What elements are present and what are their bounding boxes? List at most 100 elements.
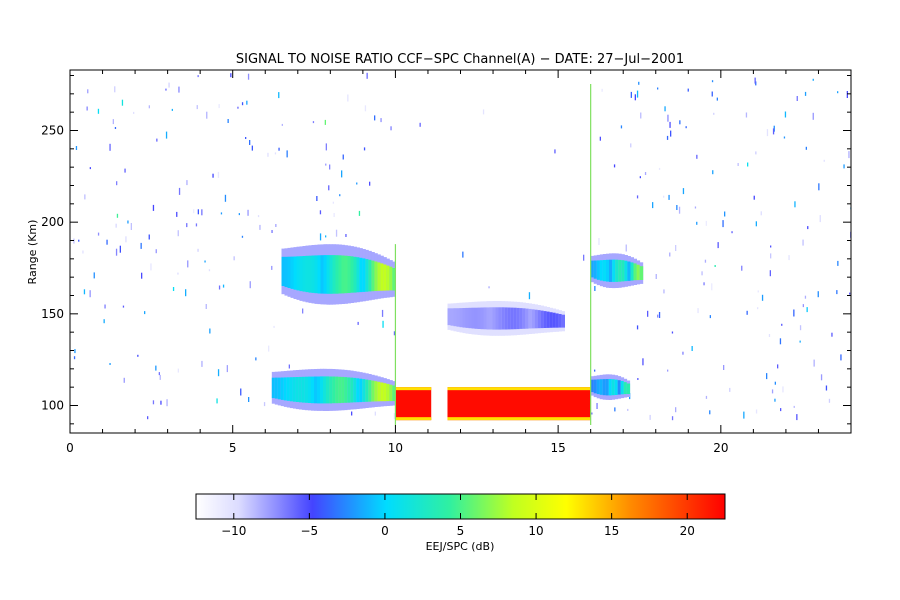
noise-speckle [711,283,713,291]
noise-speckle [341,170,343,178]
echo-cell-core [630,262,634,281]
noise-speckle [667,114,669,122]
noise-speckle [774,398,776,402]
noise-speckle [649,414,651,420]
upper-echo-right [590,253,644,289]
noise-speckle [356,182,358,185]
echo-cell-core [341,255,345,294]
noise-speckle [745,112,748,118]
noise-speckle [658,167,661,170]
noise-speckle [89,290,91,298]
noise-speckle [691,346,693,351]
noise-speckle [268,345,270,352]
noise-speckle [227,119,229,123]
noise-speckle [784,111,787,118]
noise-speckle [133,111,135,114]
echo-cell-core [386,265,390,291]
noise-speckle [166,399,168,407]
echo-cell-core [326,376,330,404]
noise-speckle [828,398,831,403]
noise-speckle [241,235,244,238]
noise-speckle [682,351,684,355]
echo-cell-core [609,259,613,282]
noise-speckle [462,251,464,258]
echo-cell-core [344,377,348,403]
noise-speckle [670,130,672,137]
echo-cell-core [507,307,511,330]
noise-speckle [817,291,819,298]
noise-speckle [347,94,349,102]
colorbar-tick-label: 10 [528,524,543,538]
noise-speckle [837,260,839,266]
noise-speckle [75,146,78,150]
echo-cell-core [329,376,333,404]
echo-cell-core [365,379,369,402]
noise-speckle [328,185,330,191]
noise-speckle [155,249,157,254]
noise-speckle [819,215,821,223]
noise-speckle [679,120,681,125]
noise-speckle [178,187,181,195]
noise-speckle [212,173,214,178]
echo-cell-core [362,258,366,292]
noise-speckle [152,204,155,211]
noise-speckle [724,211,726,217]
noise-speckle [773,125,775,132]
noise-speckle [325,143,327,151]
noise-speckle [713,112,715,115]
noise-speckle [663,195,665,198]
noise-speckle [115,248,118,256]
noise-speckle [247,73,250,80]
noise-speckle [639,176,641,179]
echo-cell-core [540,310,544,329]
noise-speckle [714,265,716,267]
echo-cell-core [477,307,481,329]
echo-cell-core [290,256,294,289]
echo-cell-core [593,260,598,279]
echo-cell-core [329,255,333,294]
noise-speckle [799,325,802,331]
noise-speckle [696,154,698,159]
echo-cell-core [492,307,496,330]
echo-cell-core [450,308,454,326]
colorbar-ticks: −10 −5 0 5 10 15 20 [221,494,695,538]
echo-cell-core [320,255,324,294]
plot-frame [69,69,852,434]
noise-speckle [104,304,106,309]
noise-speckle [594,369,596,372]
noise-speckle [788,255,790,261]
echo-cell-core [280,377,285,400]
noise-speckle [288,364,290,369]
noise-speckle [204,260,206,263]
echo-cell-core [335,255,339,294]
echo-cell-core [486,307,490,330]
echo-cell-core [495,307,499,330]
noise-speckle [332,201,334,204]
echo-cell-core [377,262,381,291]
noise-speckle [823,159,825,162]
noise-speckle [278,92,280,99]
noise-speckle [647,310,649,317]
echo-cell-core [498,307,502,330]
noise-speckle [220,212,223,215]
echo-cell-core [356,257,360,293]
echo-cell-core [606,259,610,282]
echo-cell-core [323,255,327,294]
noise-speckle [208,269,211,272]
noise-speckle [637,378,639,380]
noise-speckle [694,206,697,209]
noise-speckle [155,365,157,371]
noise-speckle [116,213,119,218]
noise-speckle [667,369,669,372]
noise-speckle [770,245,772,248]
noise-speckle [176,211,178,217]
echo-cell-core [284,256,288,288]
echo-cell-core [501,307,505,330]
noise-speckle [722,220,724,228]
noise-speckle [144,311,146,315]
noise-speckle [731,231,733,234]
colorbar-tick-label: 5 [457,524,465,538]
noise-speckle [596,403,598,409]
noise-speckle [130,223,132,230]
noise-speckle [627,408,629,411]
